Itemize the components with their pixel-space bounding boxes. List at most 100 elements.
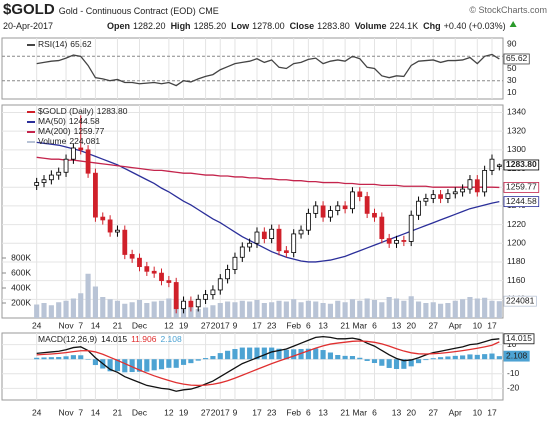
volume-bar — [438, 303, 444, 318]
candle-body — [93, 172, 98, 218]
volume-bar — [100, 297, 106, 318]
y-tick-label: 1200 — [507, 238, 526, 248]
symbol: $GOLD — [3, 1, 55, 18]
histogram-bar — [48, 357, 54, 360]
legend-value: 65.62 — [70, 39, 92, 49]
x-tick-label: 23 — [267, 320, 277, 330]
candle-body — [357, 191, 363, 197]
volume-bar — [210, 305, 216, 318]
value-box-label: 65.62 — [506, 53, 528, 63]
candle-body — [269, 228, 275, 239]
histogram-bar — [261, 347, 267, 360]
histogram-bar — [401, 359, 407, 369]
x-tick-label: 27 — [429, 320, 439, 330]
histogram-bar — [56, 357, 62, 360]
series-line — [36, 53, 500, 87]
candle-body — [291, 233, 297, 254]
volume-bar — [63, 300, 69, 318]
volume-bar — [496, 301, 502, 318]
volume-bar — [379, 302, 385, 318]
histogram-bar — [41, 357, 47, 360]
volume-bar — [34, 304, 40, 318]
x-tick-label: 9 — [233, 407, 238, 417]
volume-bar — [247, 301, 253, 318]
candle-body — [474, 179, 480, 193]
stat-label: Close — [290, 21, 315, 31]
x-tick-label: 13 — [318, 407, 328, 417]
stat-value: 1285.20 — [194, 21, 227, 31]
legend-entry: MA(50) 1244.58 — [38, 116, 100, 126]
instrument-name: Gold - Continuous Contract (EOD) — [59, 6, 196, 16]
candle-body — [85, 149, 91, 174]
candle-body — [305, 212, 311, 231]
candle-body — [408, 214, 414, 242]
histogram-bar — [438, 357, 444, 360]
x-tick-label: Nov — [58, 407, 74, 417]
y-tick-label: -10 — [507, 368, 520, 378]
histogram-bar — [232, 349, 238, 360]
x-tick-label: 17 — [487, 320, 497, 330]
volume-bar — [254, 300, 260, 318]
y2-tick-label: 600K — [11, 267, 31, 277]
legend-value: 2.108 — [160, 334, 182, 344]
candle-body — [298, 229, 304, 235]
x-tick-label: Apr — [449, 320, 462, 330]
x-tick-label: Dec — [132, 320, 148, 330]
value-box-label: 2.108 — [506, 350, 528, 360]
exchange: CME — [199, 6, 219, 16]
y-tick-label: 1220 — [507, 219, 526, 229]
histogram-bar — [349, 356, 356, 360]
candle-body — [438, 194, 443, 199]
stat-label: Chg — [423, 21, 441, 31]
candle-body — [452, 191, 458, 195]
volume-bar — [327, 303, 333, 318]
candle-body — [210, 289, 216, 296]
histogram-bar — [225, 350, 231, 360]
volume-bar — [203, 307, 209, 318]
histogram-bar — [430, 358, 436, 360]
legend-entry: Volume 224,081 — [38, 136, 100, 146]
candle-body — [283, 250, 289, 254]
histogram-bar — [239, 347, 245, 360]
volume-bar — [335, 300, 341, 318]
candle-body — [151, 270, 157, 274]
histogram-bar — [114, 359, 121, 372]
histogram-bar — [445, 356, 451, 360]
candle-body — [364, 196, 370, 214]
histogram-bar — [173, 359, 179, 368]
volume-bar — [313, 301, 319, 318]
volume-bar — [107, 299, 113, 318]
series-line — [36, 156, 500, 189]
x-tick-label: 13 — [392, 407, 402, 417]
candle-body — [159, 272, 164, 282]
volume-bar — [92, 286, 98, 318]
legend-entry: MA(200) 1259.77 — [38, 126, 105, 136]
histogram-bar — [386, 359, 392, 368]
legend-value: 11.906 — [131, 334, 157, 344]
candle-body — [350, 191, 355, 210]
histogram-bar — [305, 348, 311, 360]
histogram-bar — [195, 359, 201, 361]
candle-body — [335, 205, 341, 211]
x-tick-label: 21 — [113, 407, 123, 417]
series-line — [36, 335, 500, 392]
legend-value: 224,081 — [69, 136, 100, 146]
x-tick-label: Dec — [132, 407, 148, 417]
volume-bar — [158, 300, 165, 318]
site: © StockCharts.com — [469, 5, 547, 15]
volume-bar — [371, 300, 378, 318]
volume-bar — [70, 298, 76, 318]
x-tick-label: 27 — [201, 407, 211, 417]
candle-body — [166, 280, 172, 283]
candle-body — [430, 194, 436, 199]
candle-body — [467, 179, 473, 190]
x-tick-label: 2017 — [211, 407, 230, 417]
value-box-label: 1283.80 — [506, 159, 537, 169]
histogram-bar — [408, 359, 414, 367]
volume-bar — [357, 300, 363, 318]
volume-bar — [276, 300, 282, 318]
volume-bar — [122, 303, 128, 318]
y-tick-label: 1160 — [507, 275, 526, 285]
x-tick-label: 6 — [306, 407, 311, 417]
legend-value: 1259.77 — [74, 126, 105, 136]
